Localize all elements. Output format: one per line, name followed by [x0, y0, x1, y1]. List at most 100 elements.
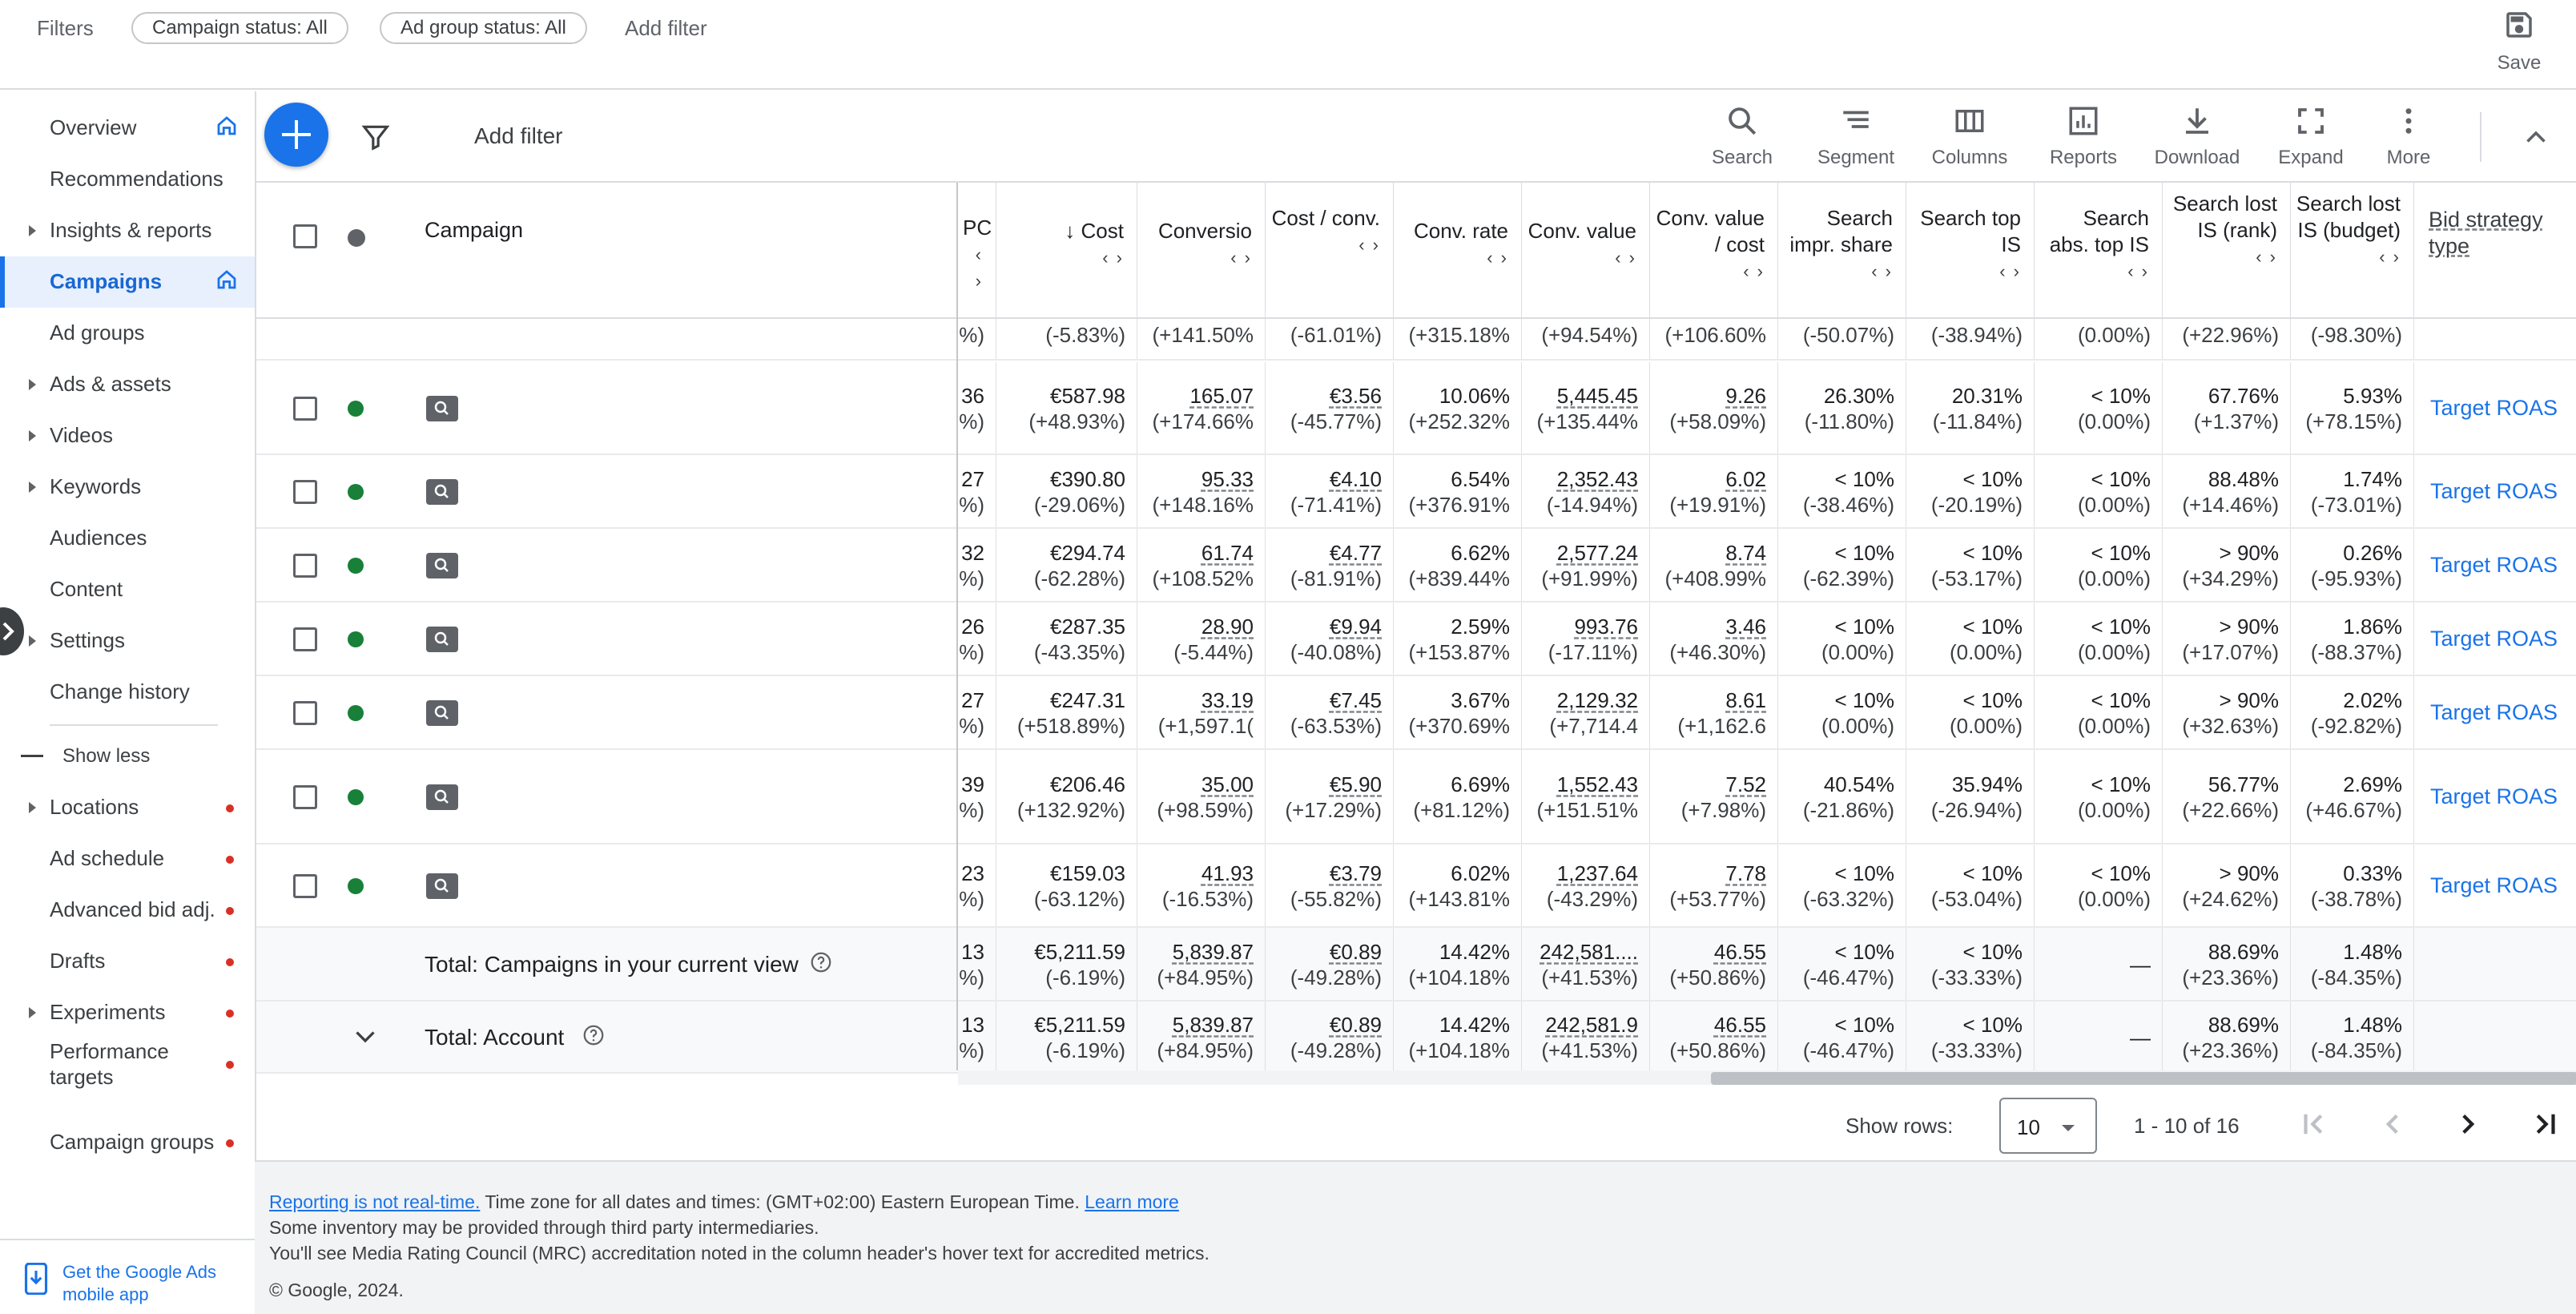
campaign-column-header[interactable]: Campaign	[425, 218, 524, 242]
metric-value[interactable]: 2,577.24	[1556, 541, 1638, 565]
bid-strategy-link[interactable]: Target ROAS	[2430, 873, 2558, 897]
campaign-status-chip[interactable]: Campaign status: All	[131, 12, 348, 44]
metric-value[interactable]: 8.61	[1725, 688, 1766, 712]
nav-item-change-history[interactable]: Change history	[50, 679, 190, 703]
mobile-app-link[interactable]: Get the Google Ads mobile app	[62, 1262, 217, 1304]
metric-value[interactable]: 242,581.9	[1545, 1013, 1638, 1037]
row-checkbox[interactable]	[293, 554, 317, 578]
enabled-status-dot[interactable]	[348, 878, 364, 894]
filter-icon[interactable]	[360, 122, 391, 152]
metric-value[interactable]: €5.90	[1329, 772, 1382, 796]
select-all-checkbox[interactable]	[293, 224, 317, 248]
save-button[interactable]: Save	[2491, 8, 2547, 80]
bid-strategy-link[interactable]: Target ROAS	[2430, 553, 2558, 577]
column-resize-icon[interactable]: ‹ ›	[1999, 261, 2021, 281]
mobile-app-promo[interactable]: Get the Google Ads mobile app	[0, 1239, 255, 1314]
column-header-search-lost-is-budget-[interactable]: Search lost IS (budget) ‹ ›	[2291, 183, 2414, 317]
last-page-icon[interactable]	[2528, 1107, 2562, 1141]
column-resize-icon[interactable]: ‹ ›	[1871, 261, 1893, 281]
metric-value[interactable]: 1,552.43	[1556, 772, 1638, 796]
row-checkbox[interactable]	[293, 785, 317, 809]
horizontal-scroll-thumb[interactable]	[1711, 1072, 2576, 1085]
column-header-conv-value[interactable]: Conv. value ‹ ›	[1522, 183, 1650, 317]
reports-tool[interactable]: Reports	[2031, 104, 2135, 169]
enabled-status-dot[interactable]	[348, 558, 364, 574]
metric-value[interactable]: €4.10	[1329, 467, 1382, 491]
expand-caret-icon[interactable]	[29, 430, 36, 441]
metric-value[interactable]: 41.93	[1201, 861, 1254, 885]
metric-value[interactable]: 46.55	[1713, 940, 1766, 964]
column-resize-icon[interactable]: ‹ ›	[1743, 261, 1765, 281]
add-button[interactable]	[264, 103, 328, 167]
download-tool[interactable]: Download	[2145, 104, 2249, 169]
nav-item-insights-reports[interactable]: Insights & reports	[50, 218, 212, 242]
enabled-status-dot[interactable]	[348, 789, 364, 805]
help-icon[interactable]	[809, 950, 833, 974]
expand-caret-icon[interactable]	[29, 379, 36, 390]
chevron-up-icon[interactable]	[2522, 123, 2550, 152]
column-header-conv-value-cost[interactable]: Conv. value / cost ‹ ›	[1650, 183, 1778, 317]
bid-strategy-link[interactable]: Target ROAS	[2430, 627, 2558, 651]
metric-value[interactable]: 7.78	[1725, 861, 1766, 885]
metric-value[interactable]: €3.79	[1329, 861, 1382, 885]
metric-value[interactable]: 5,839.87	[1172, 940, 1254, 964]
metric-value[interactable]: 165.07	[1189, 384, 1254, 408]
first-page-icon[interactable]	[2297, 1107, 2331, 1141]
metric-value[interactable]: 993.76	[1574, 615, 1638, 639]
nav-item-drafts[interactable]: Drafts	[50, 949, 106, 973]
bid-strategy-link[interactable]: Target ROAS	[2430, 784, 2558, 808]
expand-caret-icon[interactable]	[29, 635, 36, 647]
column-header-pc[interactable]: PC ‹ ›	[958, 183, 996, 317]
metric-value[interactable]: 33.19	[1201, 688, 1254, 712]
enabled-status-dot[interactable]	[348, 705, 364, 721]
chevron-down-icon[interactable]	[351, 1022, 380, 1050]
expand-caret-icon[interactable]	[29, 482, 36, 493]
nav-item-advanced-bid-adj-[interactable]: Advanced bid adj.	[50, 897, 215, 921]
more-tool[interactable]: More	[2357, 104, 2461, 169]
bid-strategy-column-header[interactable]: Bid strategy type	[2429, 208, 2543, 258]
metric-value[interactable]: 1,237.64	[1556, 861, 1638, 885]
show-less-button[interactable]: Show less	[62, 745, 151, 767]
rows-per-page-select[interactable]: 10	[1999, 1098, 2097, 1154]
help-icon[interactable]	[582, 1023, 606, 1047]
expand-caret-icon[interactable]	[29, 1007, 36, 1018]
metric-value[interactable]: 7.52	[1725, 772, 1766, 796]
column-header-search-lost-is-rank-[interactable]: Search lost IS (rank) ‹ ›	[2163, 183, 2291, 317]
metric-value[interactable]: €3.56	[1329, 384, 1382, 408]
add-filter-link[interactable]: Add filter	[625, 16, 707, 40]
segment-tool[interactable]: Segment	[1804, 104, 1908, 169]
column-header-cost[interactable]: ↓ Cost ‹ ›	[996, 183, 1137, 317]
nav-item-campaigns[interactable]: Campaigns	[50, 269, 163, 293]
metric-value[interactable]: €0.89	[1329, 940, 1382, 964]
metric-value[interactable]: 2,352.43	[1556, 467, 1638, 491]
column-resize-icon[interactable]: ‹ ›	[2379, 247, 2401, 267]
metric-value[interactable]: 6.02	[1725, 467, 1766, 491]
ad-group-status-chip[interactable]: Ad group status: All	[380, 12, 587, 44]
enabled-status-dot[interactable]	[348, 631, 364, 647]
expand-caret-icon[interactable]	[29, 225, 36, 236]
metric-value[interactable]: 95.33	[1201, 467, 1254, 491]
nav-item-settings[interactable]: Settings	[50, 628, 125, 652]
learn-more-link[interactable]: Learn more	[1085, 1191, 1179, 1212]
column-header-conversio[interactable]: Conversio ‹ ›	[1137, 183, 1266, 317]
row-checkbox[interactable]	[293, 701, 317, 725]
column-resize-icon[interactable]: ‹ ›	[975, 244, 983, 291]
row-checkbox[interactable]	[293, 627, 317, 651]
next-page-icon[interactable]	[2451, 1107, 2485, 1141]
column-resize-icon[interactable]: ‹ ›	[1487, 248, 1508, 268]
nav-item-videos[interactable]: Videos	[50, 423, 114, 447]
metric-value[interactable]: 9.26	[1725, 384, 1766, 408]
nav-item-content[interactable]: Content	[50, 577, 123, 601]
expand-tool[interactable]: Expand	[2259, 104, 2363, 169]
metric-value[interactable]: 5,839.87	[1172, 1013, 1254, 1037]
metric-value[interactable]: 242,581....	[1540, 940, 1638, 964]
nav-item-campaign-groups[interactable]: Campaign groups	[50, 1130, 215, 1154]
column-header-search-top-is[interactable]: Search top IS ‹ ›	[1906, 183, 2035, 317]
nav-item-ad-groups[interactable]: Ad groups	[50, 320, 145, 345]
nav-item-experiments[interactable]: Experiments	[50, 1000, 166, 1024]
reporting-link[interactable]: Reporting is not real-time.	[269, 1191, 481, 1212]
metric-value[interactable]: 8.74	[1725, 541, 1766, 565]
metric-value[interactable]: €0.89	[1329, 1013, 1382, 1037]
nav-item-performance-targets[interactable]: Performance targets	[50, 1039, 169, 1089]
nav-item-recommendations[interactable]: Recommendations	[50, 167, 223, 191]
